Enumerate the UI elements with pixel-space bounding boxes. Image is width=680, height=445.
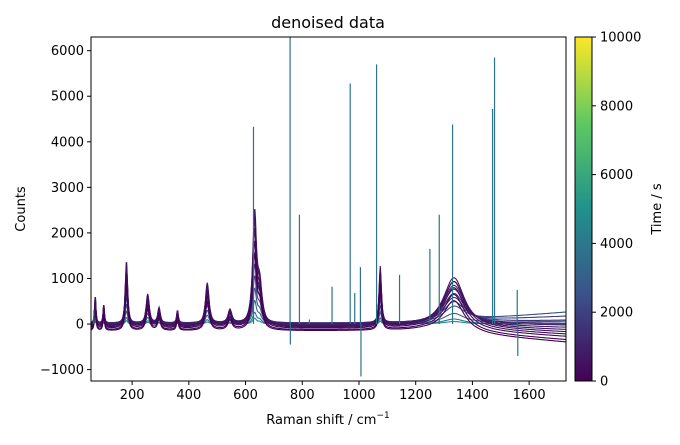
spike-layer <box>93 37 519 377</box>
spectrum-line <box>91 252 566 343</box>
x-tick-label: 1400 <box>456 388 489 403</box>
y-axis-label: Counts <box>14 186 29 232</box>
colorbar-label: Time / s <box>650 183 665 235</box>
colorbar-tick-label: 4000 <box>600 237 633 252</box>
plot-frame <box>90 36 567 382</box>
colorbar-tick-label: 0 <box>600 375 608 390</box>
chart-title: denoised data <box>271 13 385 32</box>
x-axis-label: Raman shift / cm−1 <box>266 411 390 428</box>
y-tick-label: 1000 <box>51 272 84 287</box>
x-axis-label-superscript: −1 <box>376 411 389 421</box>
x-tick-label: 400 <box>176 388 201 403</box>
y-tick-label: 4000 <box>51 135 84 150</box>
spectrum-line <box>91 219 566 330</box>
colorbar-tick-label: 8000 <box>600 99 633 114</box>
series-layer <box>91 208 566 343</box>
x-tick-label: 1000 <box>342 388 375 403</box>
y-tick-label: 5000 <box>51 90 84 105</box>
x-tick-label: 1600 <box>513 388 546 403</box>
spectrum-line <box>91 239 566 341</box>
x-tick-label: 200 <box>120 388 145 403</box>
x-tick-label: 600 <box>233 388 258 403</box>
spectrum-line <box>91 228 566 328</box>
spectrum-line <box>91 208 566 333</box>
colorbar <box>574 36 593 382</box>
spectrum-line <box>91 226 566 337</box>
y-tick-label: 3000 <box>51 181 84 196</box>
colorbar-ticks: 0 2000 4000 6000 8000 10000 <box>592 31 641 390</box>
spectrum-line <box>91 215 566 335</box>
x-tick-label: 1200 <box>399 388 432 403</box>
colorbar-tick-label: 6000 <box>600 168 633 183</box>
x-axis-ticks: 200 400 600 800 1000 1200 1400 1600 <box>120 381 546 403</box>
spectrum-line <box>91 240 566 326</box>
colorbar-tick-label: 10000 <box>600 31 641 46</box>
colorbar-tick-label: 2000 <box>600 306 633 321</box>
y-tick-label: −1000 <box>40 363 84 378</box>
y-tick-label: 0 <box>76 318 84 333</box>
y-tick-label: 2000 <box>51 226 84 241</box>
x-tick-label: 800 <box>290 388 315 403</box>
y-tick-label: 6000 <box>51 44 84 59</box>
y-axis-ticks: −1000 0 1000 2000 3000 4000 5000 6000 <box>40 44 91 378</box>
